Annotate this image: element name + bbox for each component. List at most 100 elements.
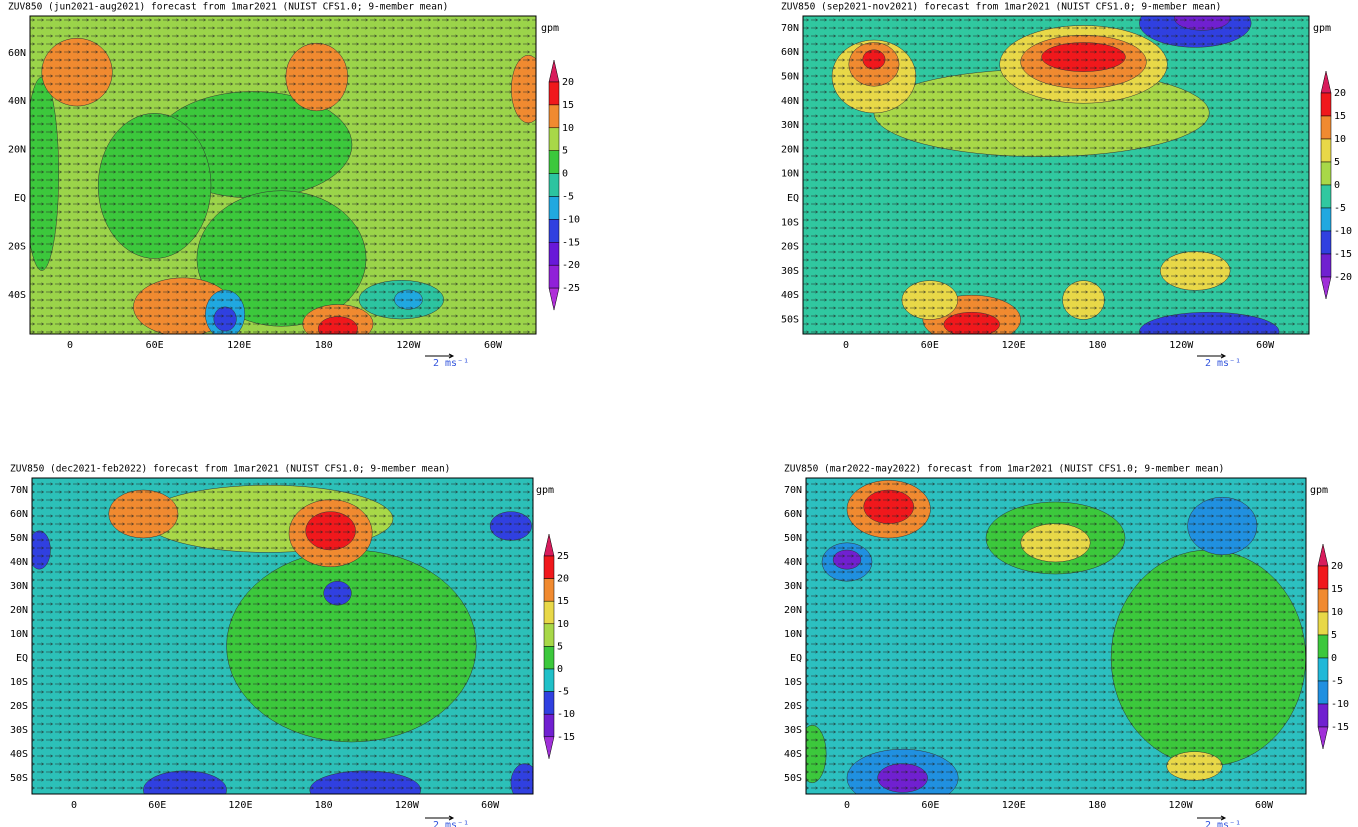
lat-label: 20N [10,605,28,616]
lat-label: 30S [784,725,802,736]
lat-label: EQ [16,653,28,664]
colorbar-label: -15 [1334,249,1352,260]
lon-label: 120W [395,800,420,811]
colorbar-label: -10 [557,709,575,720]
lon-label: 60E [921,340,939,351]
colorbar-segment [543,623,555,647]
lat-label: 70N [781,23,799,34]
colorbar-label: 20 [557,574,569,585]
colorbar-label: 10 [562,123,574,134]
colorbar-unit: gpm [1313,23,1331,34]
map-field [30,16,536,334]
lat-label: 50S [781,315,799,326]
colorbar-label: -20 [562,260,580,271]
colorbar-segment [548,104,560,129]
lat-label: 10S [781,217,799,228]
lat-label: 70N [784,485,802,496]
lat-label: 20N [784,605,802,616]
colorbar-unit: gpm [536,485,554,496]
lat-label: 40N [781,96,799,107]
vector-scale-head [1220,815,1227,821]
lon-label: 0 [67,340,73,351]
colorbar-segment [543,555,555,579]
colorbar-label: -15 [562,237,580,248]
colorbar-label: 0 [1331,653,1337,664]
lat-label: 30S [10,725,28,736]
map-field [32,478,533,794]
map-field [806,478,1306,794]
colorbar-top [543,533,555,557]
lat-label: 10N [784,629,802,640]
lon-label: 0 [71,800,77,811]
colorbar-label: 10 [1331,607,1343,618]
lon-label: 120E [227,340,251,351]
panel-title: ZUV850 (jun2021-aug2021) forecast from 1… [8,2,448,13]
lon-label: 120E [1002,800,1026,811]
colorbar-label: -10 [562,214,580,225]
lon-label: 180 [315,800,333,811]
lat-label: 30S [781,266,799,277]
panel: ZUV850 (jun2021-aug2021) forecast from 1… [8,2,580,370]
lon-label: 180 [1088,800,1106,811]
panel-title: ZUV850 (sep2021-nov2021) forecast from 1… [781,2,1221,13]
colorbar-label: -5 [557,687,569,698]
colorbar-segment [543,713,555,738]
colorbar-bottom [548,287,560,311]
colorbar-segment [1317,588,1329,613]
colorbar-segment [1320,161,1332,186]
lat-label: 40N [784,557,802,568]
colorbar-label: -5 [1334,203,1346,214]
colorbar-label: -10 [1331,699,1349,710]
map-frame [805,477,1307,795]
lat-label: 50N [10,533,28,544]
lat-label: 10N [10,629,28,640]
lat-label: 40S [784,749,802,760]
vector-scale-head [1220,353,1227,359]
lon-label: 60E [146,340,164,351]
lat-label: 40N [8,96,26,107]
colorbar-top [1317,543,1329,567]
lon-label: 60W [1255,800,1274,811]
lat-label: 60N [10,509,28,520]
colorbar-label: 20 [562,77,574,88]
panel: ZUV850 (mar2022-may2022) forecast from 1… [784,464,1349,827]
colorbar-label: -5 [1331,676,1343,687]
lat-label: 60N [8,48,26,59]
wind-vectors [30,16,536,334]
colorbar-label: 10 [1334,134,1346,145]
colorbar-segment [543,600,555,625]
lat-label: 20S [784,701,802,712]
colorbar-segment [543,691,555,715]
colorbar-label: 0 [562,169,568,180]
lon-label: 60W [481,800,500,811]
colorbar-label: -5 [562,192,574,203]
lon-label: 120W [396,340,421,351]
colorbar-label: 25 [557,551,569,562]
colorbar-segment [543,578,555,602]
lon-label: 60W [1256,340,1275,351]
colorbar-segment [1320,92,1332,117]
colorbar-segment [1317,680,1329,705]
lat-label: 30N [784,581,802,592]
colorbar-segment [1317,611,1329,636]
colorbar-segment [1320,138,1332,163]
lon-label: 60W [484,340,503,351]
lon-label: 60E [148,800,166,811]
colorbar-segment [1320,230,1332,255]
lat-label: 60N [781,47,799,58]
lat-label: 50S [784,773,802,784]
colorbar-label: 10 [557,619,569,630]
colorbar-segment [548,81,560,106]
lat-label: 50N [784,533,802,544]
panel-title: ZUV850 (dec2021-feb2022) forecast from 1… [10,464,450,475]
lat-label: EQ [14,193,26,204]
lon-label: 180 [315,340,333,351]
colorbar-label: 15 [557,596,569,607]
colorbar-bottom [543,736,555,759]
lon-label: 0 [843,340,849,351]
lat-label: 70N [10,485,28,496]
lat-label: 20S [8,241,26,252]
colorbar-label: 0 [1334,180,1340,191]
lat-label: 10N [781,169,799,180]
